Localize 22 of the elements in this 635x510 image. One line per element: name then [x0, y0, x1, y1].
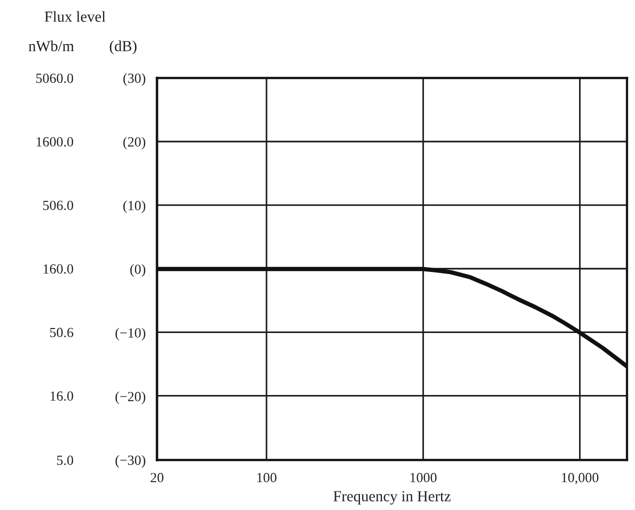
y2-tick-label: (−30) [116, 455, 146, 468]
y2-tick-label: (−20) [116, 392, 146, 404]
y-tick-label: 5.0 [57, 456, 74, 466]
y-tick-label: 5060.0 [36, 74, 74, 84]
y2-tick-label: (0) [130, 264, 146, 277]
x-tick-label: 100 [257, 472, 276, 482]
y2-tick-label: (30) [123, 73, 146, 86]
y-tick-label: 506.0 [43, 200, 74, 210]
y2-tick-label: (10) [123, 200, 146, 214]
x-axis-title: Frequency in Hertz [333, 491, 451, 505]
y2-tick-label: (20) [123, 136, 146, 150]
y-tick-label: 50.6 [50, 328, 74, 338]
x-tick-label: 10,000 [562, 472, 598, 484]
y-tick-label: 16.0 [50, 391, 74, 401]
x-tick-label: 20 [150, 472, 164, 482]
y-tick-label: 160.0 [44, 264, 74, 274]
y-tick-label: 1600.0 [36, 137, 74, 147]
y-axis-title: nWb/m [28, 40, 74, 52]
x-tick-label: 1000 [410, 472, 437, 482]
y2-tick-label: (−10) [116, 328, 146, 340]
text: Flux level [44, 11, 106, 22]
y2-axis-title: (dB) [110, 40, 136, 54]
